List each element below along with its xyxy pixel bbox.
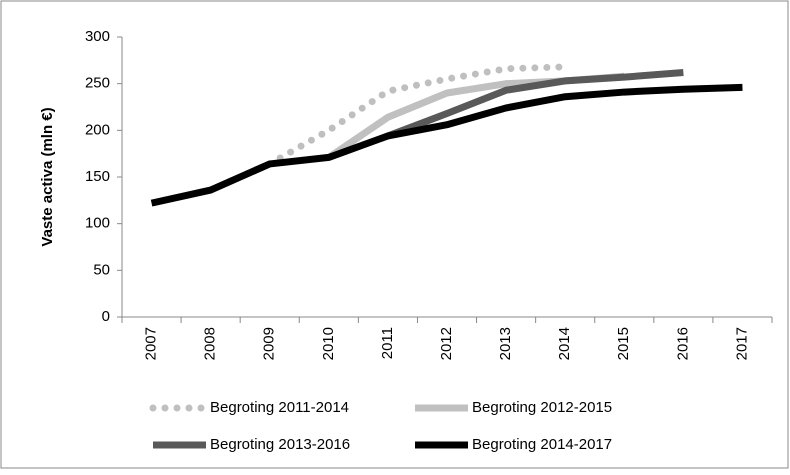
y-tick-label: 300 (85, 28, 110, 45)
legend-label: Begroting 2012-2015 (472, 399, 612, 416)
y-tick-label: 250 (85, 75, 110, 92)
y-tick-label: 200 (85, 121, 110, 138)
x-tick-label: 2014 (556, 327, 573, 360)
x-tick-label: 2015 (615, 327, 632, 360)
x-tick-label: 2012 (438, 327, 455, 360)
series-line (266, 63, 569, 168)
x-tick-label: 2013 (497, 327, 514, 360)
x-tick-label: 2010 (320, 327, 337, 360)
y-tick-label: 50 (93, 261, 110, 278)
legend-label: Begroting 2011-2014 (210, 399, 349, 416)
x-tick-label: 2011 (379, 327, 396, 359)
legend-label: Begroting 2014-2017 (472, 436, 612, 453)
y-axis-label: Vaste activa (mln €) (39, 107, 56, 246)
x-tick-label: 2007 (143, 327, 160, 360)
y-tick-label: 0 (102, 308, 110, 325)
x-tick-label: 2008 (202, 327, 219, 360)
series-line (150, 83, 743, 207)
x-tick-label: 2017 (733, 327, 750, 360)
y-tick-label: 150 (85, 168, 110, 185)
series-line (386, 68, 684, 140)
legend-label: Begroting 2013-2016 (210, 436, 350, 453)
x-tick-label: 2016 (674, 327, 691, 360)
y-tick-label: 100 (85, 215, 110, 232)
x-tick-label: 2009 (261, 327, 278, 360)
